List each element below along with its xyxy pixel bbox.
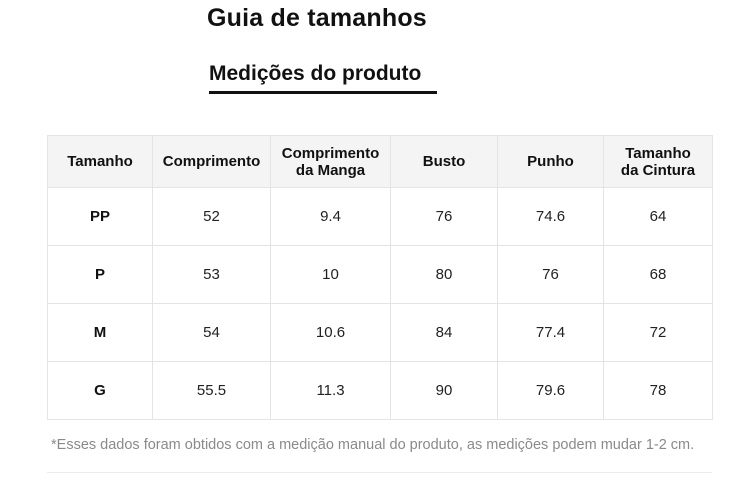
size-cell: M bbox=[47, 303, 153, 362]
table-row: P 53 10 80 76 68 bbox=[47, 245, 713, 304]
header-sleeve-length: Comprimento da Manga bbox=[270, 135, 391, 188]
cuff-cell: 76 bbox=[497, 245, 604, 304]
size-cell: P bbox=[47, 245, 153, 304]
size-cell: G bbox=[47, 361, 153, 420]
header-waist: Tamanho da Cintura bbox=[603, 135, 713, 188]
sleeve-length-cell: 10 bbox=[270, 245, 391, 304]
length-cell: 55.5 bbox=[152, 361, 271, 420]
header-sleeve-length-line2: da Manga bbox=[295, 161, 366, 179]
header-bust-label: Busto bbox=[422, 153, 466, 170]
divider bbox=[47, 472, 712, 473]
header-length: Comprimento bbox=[152, 135, 271, 188]
header-sleeve-length-line1: Comprimento bbox=[281, 144, 380, 162]
table-row: PP 52 9.4 76 74.6 64 bbox=[47, 187, 713, 246]
header-cuff-label: Punho bbox=[527, 153, 574, 170]
sleeve-length-cell: 10.6 bbox=[270, 303, 391, 362]
size-chart-table: Tamanho Comprimento Comprimento da Manga… bbox=[47, 135, 713, 420]
sleeve-length-cell: 11.3 bbox=[270, 361, 391, 420]
section-heading-text: Medições do produto bbox=[209, 62, 422, 85]
header-cuff: Punho bbox=[497, 135, 604, 188]
size-cell: PP bbox=[47, 187, 153, 246]
bust-cell: 76 bbox=[390, 187, 498, 246]
table-row: G 55.5 11.3 90 79.6 78 bbox=[47, 361, 713, 420]
bust-cell: 80 bbox=[390, 245, 498, 304]
header-length-label: Comprimento bbox=[162, 153, 261, 170]
header-bust: Busto bbox=[390, 135, 498, 188]
table-header-row: Tamanho Comprimento Comprimento da Manga… bbox=[47, 135, 713, 188]
header-waist-line1: Tamanho bbox=[625, 144, 691, 162]
bust-cell: 84 bbox=[390, 303, 498, 362]
page-title: Guia de tamanhos bbox=[207, 4, 427, 32]
header-waist-line2: da Cintura bbox=[620, 161, 696, 179]
waist-cell: 68 bbox=[603, 245, 713, 304]
cuff-cell: 79.6 bbox=[497, 361, 604, 420]
cuff-cell: 74.6 bbox=[497, 187, 604, 246]
length-cell: 52 bbox=[152, 187, 271, 246]
section-heading: Medições do produto bbox=[209, 62, 437, 94]
waist-cell: 78 bbox=[603, 361, 713, 420]
header-size: Tamanho bbox=[47, 135, 153, 188]
bust-cell: 90 bbox=[390, 361, 498, 420]
waist-cell: 64 bbox=[603, 187, 713, 246]
length-cell: 54 bbox=[152, 303, 271, 362]
sleeve-length-cell: 9.4 bbox=[270, 187, 391, 246]
table-row: M 54 10.6 84 77.4 72 bbox=[47, 303, 713, 362]
section-heading-underline bbox=[209, 91, 437, 94]
header-size-label: Tamanho bbox=[67, 153, 133, 170]
cuff-cell: 77.4 bbox=[497, 303, 604, 362]
measurement-note: *Esses dados foram obtidos com a medição… bbox=[51, 437, 695, 453]
waist-cell: 72 bbox=[603, 303, 713, 362]
length-cell: 53 bbox=[152, 245, 271, 304]
